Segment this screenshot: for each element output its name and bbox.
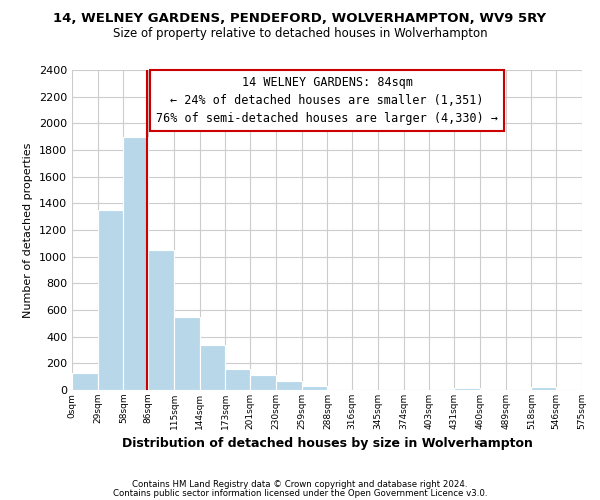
Bar	[148, 250, 174, 390]
Bar	[250, 376, 276, 390]
Text: Contains public sector information licensed under the Open Government Licence v3: Contains public sector information licen…	[113, 488, 487, 498]
Bar	[276, 382, 302, 390]
Text: Size of property relative to detached houses in Wolverhampton: Size of property relative to detached ho…	[113, 28, 487, 40]
Bar	[302, 386, 328, 390]
Bar	[124, 136, 148, 390]
Bar	[200, 344, 226, 390]
Bar	[98, 210, 124, 390]
X-axis label: Distribution of detached houses by size in Wolverhampton: Distribution of detached houses by size …	[122, 438, 532, 450]
Bar	[72, 374, 98, 390]
Y-axis label: Number of detached properties: Number of detached properties	[23, 142, 34, 318]
Bar	[532, 388, 556, 390]
Bar	[226, 368, 250, 390]
Bar	[174, 316, 200, 390]
Bar	[454, 388, 480, 390]
Text: Contains HM Land Registry data © Crown copyright and database right 2024.: Contains HM Land Registry data © Crown c…	[132, 480, 468, 489]
Text: 14, WELNEY GARDENS, PENDEFORD, WOLVERHAMPTON, WV9 5RY: 14, WELNEY GARDENS, PENDEFORD, WOLVERHAM…	[53, 12, 547, 26]
Text: 14 WELNEY GARDENS: 84sqm
← 24% of detached houses are smaller (1,351)
76% of sem: 14 WELNEY GARDENS: 84sqm ← 24% of detach…	[156, 76, 498, 126]
